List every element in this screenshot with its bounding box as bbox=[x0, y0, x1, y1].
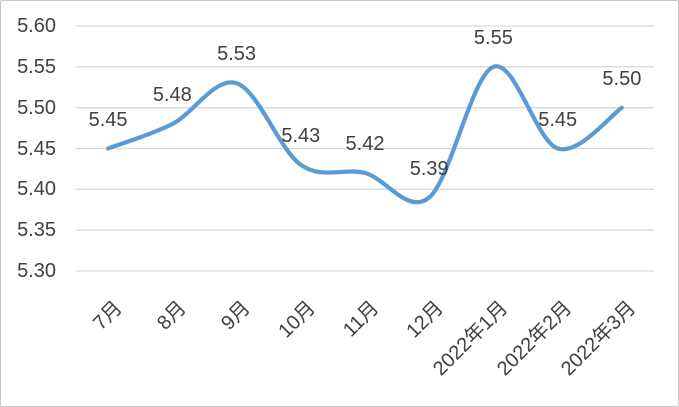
data-label: 5.48 bbox=[152, 84, 192, 106]
y-axis-tick-label: 5.40 bbox=[17, 178, 56, 201]
data-label: 5.43 bbox=[281, 124, 321, 147]
data-label: 5.42 bbox=[345, 133, 385, 155]
data-label: 5.39 bbox=[409, 157, 449, 180]
data-label: 5.45 bbox=[538, 108, 578, 131]
data-label: 5.53 bbox=[217, 43, 257, 66]
y-axis-tick-label: 5.50 bbox=[17, 96, 56, 119]
y-axis-tick-label: 5.30 bbox=[17, 260, 56, 282]
data-label: 5.55 bbox=[473, 26, 513, 49]
y-axis-tick-label: 5.35 bbox=[17, 219, 56, 242]
data-label: 5.45 bbox=[88, 108, 128, 131]
y-axis-tick-label: 5.45 bbox=[17, 137, 56, 160]
y-axis-tick-label: 5.60 bbox=[17, 15, 56, 37]
series-line bbox=[106, 64, 624, 205]
y-axis-tick-label: 5.55 bbox=[17, 55, 56, 78]
data-label: 5.50 bbox=[602, 67, 642, 90]
